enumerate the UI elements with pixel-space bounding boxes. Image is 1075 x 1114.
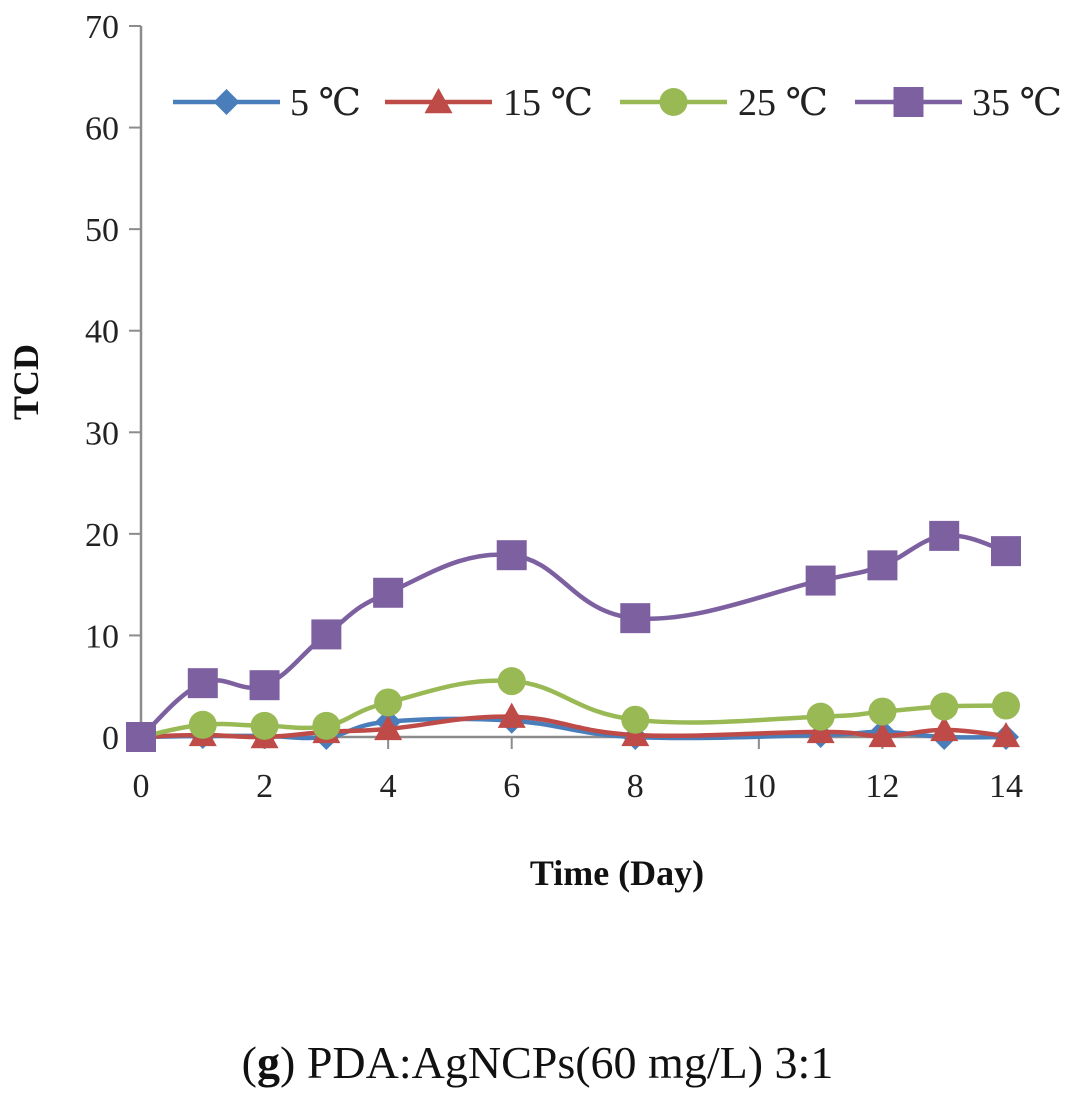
legend-label: 25 ℃ (738, 82, 828, 124)
y-tick-label: 60 (85, 111, 119, 148)
x-tick-label: 4 (380, 768, 397, 805)
data-point (250, 711, 279, 740)
data-point (867, 550, 898, 581)
data-point (992, 721, 1020, 748)
x-axis-title: Time (Day) (530, 853, 704, 893)
x-tick-label: 0 (133, 768, 150, 805)
data-point (620, 603, 651, 634)
data-point (805, 565, 836, 596)
data-point (806, 702, 835, 731)
y-tick-label: 10 (85, 618, 119, 655)
data-point (868, 721, 897, 748)
legend-label: 5 ℃ (290, 82, 361, 124)
legend-label: 15 ℃ (503, 82, 593, 124)
data-point (930, 692, 959, 721)
data-point (249, 670, 280, 701)
data-point (991, 536, 1021, 567)
x-tick-label: 10 (742, 768, 776, 805)
x-tick-label: 2 (256, 768, 273, 805)
chart: 0 10 20 30 40 50 60 70 0 2 4 6 8 10 12 14 5 ℃ 15 ℃ 25 ℃ 35… (6, 9, 1062, 893)
data-point (311, 619, 342, 650)
data-point (992, 691, 1020, 720)
legend-marker (213, 89, 240, 115)
data-point (374, 714, 403, 741)
legend-marker (424, 88, 453, 114)
data-point (187, 668, 218, 699)
y-axis-title: TCD (6, 344, 46, 420)
y-tick-label: 40 (85, 314, 119, 351)
y-tick-label: 20 (85, 517, 119, 554)
data-point (188, 710, 217, 739)
legend-label: 35 ℃ (972, 82, 1062, 124)
data-point (497, 702, 526, 728)
legend-marker (659, 88, 688, 116)
y-tick-label: 70 (85, 9, 119, 46)
legend-item: 5 ℃ (173, 82, 361, 124)
legend-item: 15 ℃ (385, 82, 593, 124)
data-point (621, 705, 650, 734)
data-point (496, 540, 527, 571)
y-tick-label: 50 (85, 212, 119, 249)
y-tick-label: 0 (102, 720, 119, 757)
figure-caption: (g) PDA:AgNCPs(60 mg/L) 3:1 (241, 1037, 834, 1088)
data-point (373, 577, 404, 608)
x-tick-label: 14 (989, 768, 1023, 805)
x-tick-label: 8 (627, 768, 644, 805)
caption-text: PDA:AgNCPs(60 mg/L) 3:1 (306, 1037, 834, 1088)
data-point (929, 520, 960, 551)
data-point (374, 688, 403, 717)
data-point (497, 667, 526, 696)
y-tick-label: 30 (85, 415, 119, 452)
data-point (930, 715, 959, 742)
legend-item: 25 ℃ (620, 82, 828, 124)
series-square (126, 520, 1021, 752)
caption-label: g (257, 1037, 280, 1088)
legend-item: 35 ℃ (855, 82, 1062, 124)
data-point (868, 697, 897, 726)
x-tick-label: 6 (503, 768, 520, 805)
x-tick-label: 12 (865, 768, 899, 805)
data-point (126, 722, 156, 752)
legend-marker (893, 87, 924, 117)
data-point (312, 711, 341, 740)
